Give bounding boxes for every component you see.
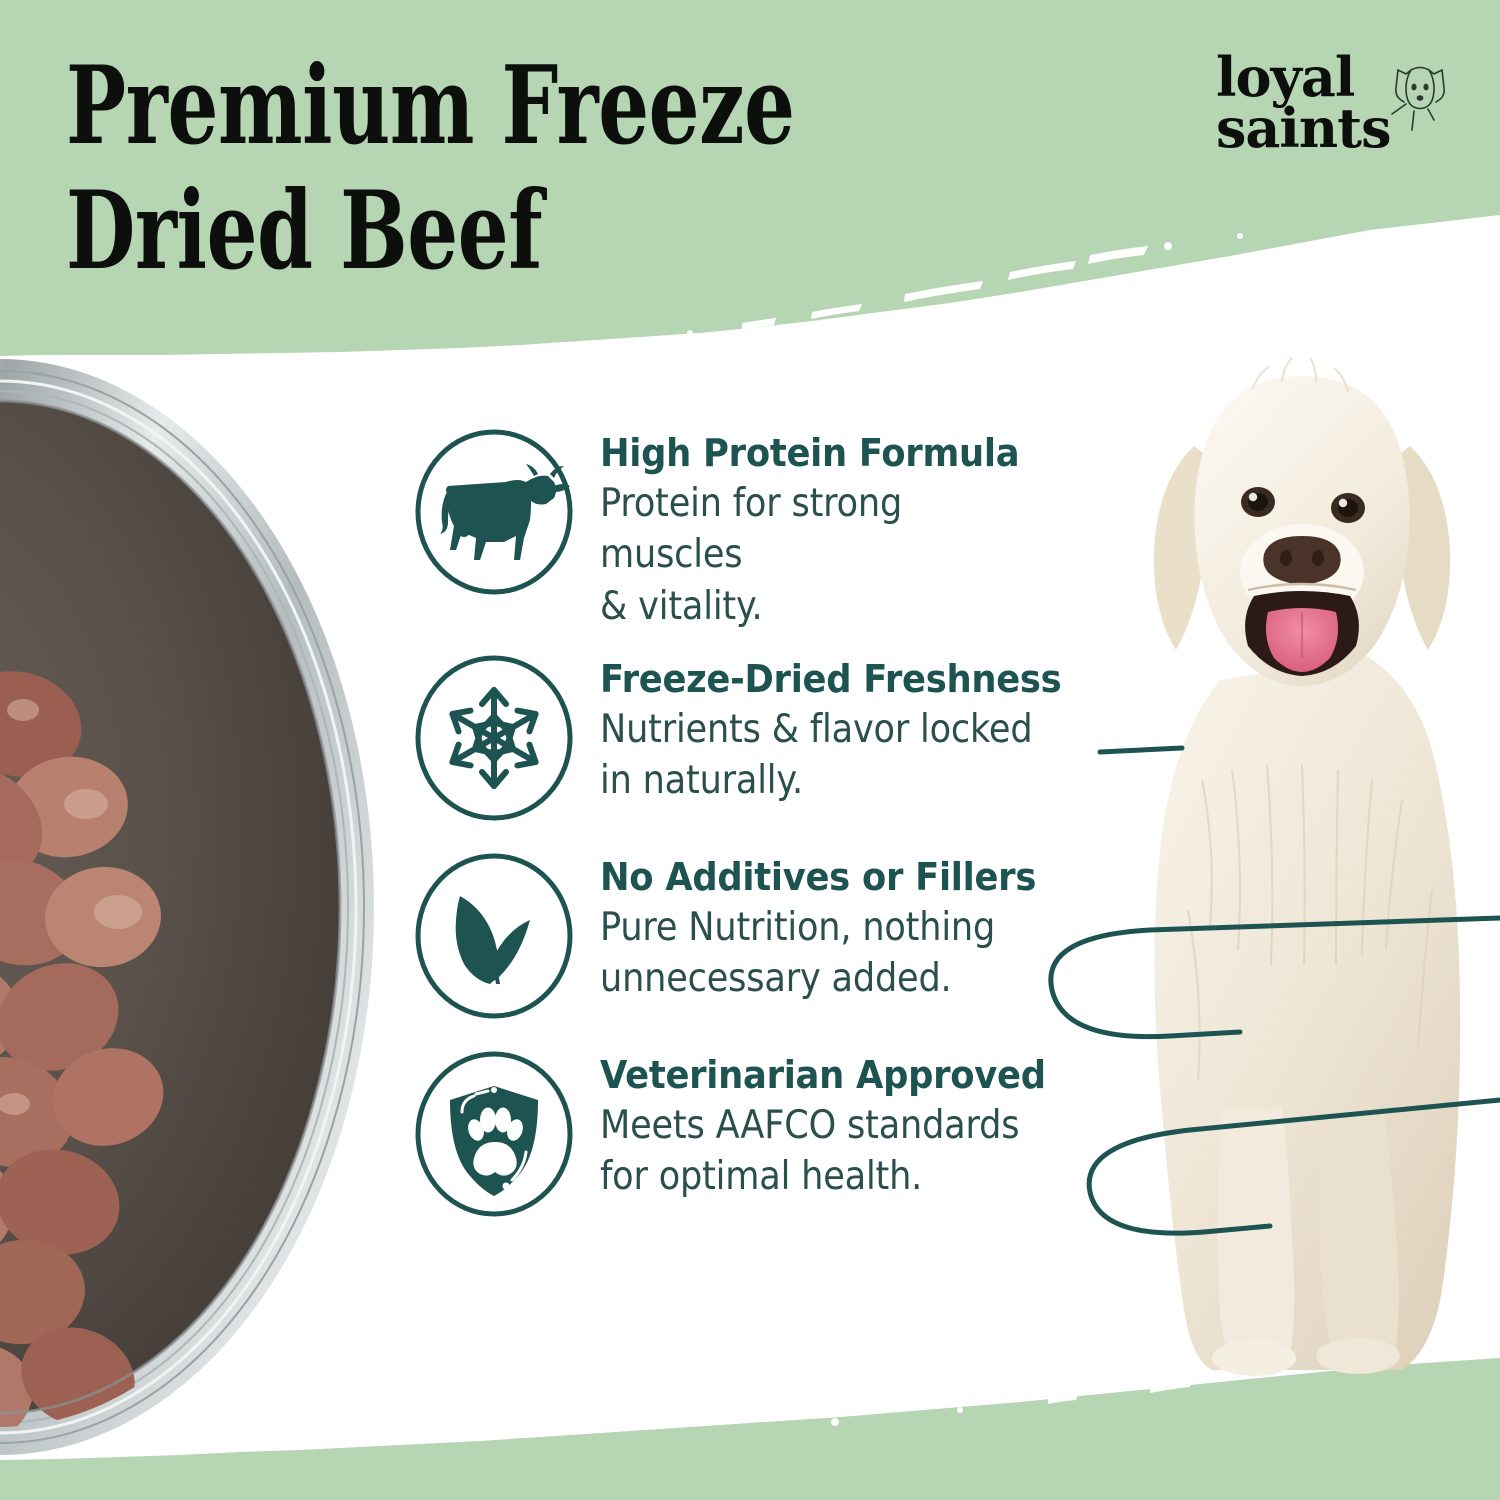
feature-item-freeze-dried: Freeze-Dried Freshness Nutrients & flavo… [414, 654, 1094, 830]
dog-nose [1263, 536, 1341, 585]
dog-body [1154, 656, 1461, 1370]
dog-head-line-icon [1391, 66, 1445, 131]
feature-icon-wrap [414, 852, 574, 1020]
feature-description: Pure Nutrition, nothing unnecessary adde… [600, 904, 996, 1002]
bottom-band-speckles [831, 1380, 1192, 1426]
feature-item-high-protein: High Protein Formula Protein for strong … [414, 428, 1094, 632]
feature-item-no-additives: No Additives or Fillers Pure Nutrition, … [414, 852, 1094, 1028]
leaf-icon [415, 853, 573, 1019]
feature-title: Freeze-Dried Freshness [600, 657, 1062, 702]
feature-title: Veterinarian Approved [600, 1053, 1046, 1098]
dog-eye-left [1241, 487, 1275, 517]
feature-title: No Additives or Fillers [600, 855, 1037, 900]
feature-text-wrap: Freeze-Dried Freshness Nutrients & flavo… [574, 654, 1096, 807]
feature-list: High Protein Formula Protein for strong … [414, 428, 1094, 1248]
beef-texture [0, 699, 142, 1115]
dog-eye-right [1331, 493, 1365, 523]
feature-description: Protein for strong muscles & vitality. [600, 480, 903, 629]
dog-paw-left [1212, 1340, 1296, 1376]
cow-icon [415, 429, 573, 595]
feature-icon-wrap [414, 654, 574, 822]
snowflake-icon [415, 655, 573, 821]
feature-icon-wrap [414, 428, 574, 596]
dog-front-legs [1217, 1108, 1295, 1366]
brand-logo: loyal saints [1216, 45, 1476, 178]
bowl-of-freeze-dried-beef-photo [0, 359, 374, 1455]
feature-text-wrap: No Additives or Fillers Pure Nutrition, … [574, 852, 1094, 1005]
feature-item-vet-approved: Veterinarian Approved Meets AAFCO standa… [414, 1050, 1094, 1226]
dog-paw-right [1316, 1338, 1400, 1374]
feature-icon-wrap [414, 1050, 574, 1218]
feature-title: High Protein Formula [600, 431, 1020, 475]
feature-text-wrap: Veterinarian Approved Meets AAFCO standa… [574, 1050, 1094, 1203]
cream-retriever-dog-photo [1153, 357, 1461, 1376]
logo-line-1: loyal [1216, 45, 1355, 109]
page-title: Premium Freeze Dried Beef [66, 43, 795, 295]
feature-description: Meets AAFCO standards for optimal health… [600, 1102, 1020, 1200]
logo-line-2: saints [1216, 95, 1392, 160]
feature-text-wrap: High Protein Formula Protein for strong … [574, 428, 1094, 632]
shield-paw-icon [415, 1051, 573, 1217]
feature-description: Nutrients & flavor locked in naturally. [600, 706, 1033, 804]
dog-head-fur [1250, 357, 1350, 393]
